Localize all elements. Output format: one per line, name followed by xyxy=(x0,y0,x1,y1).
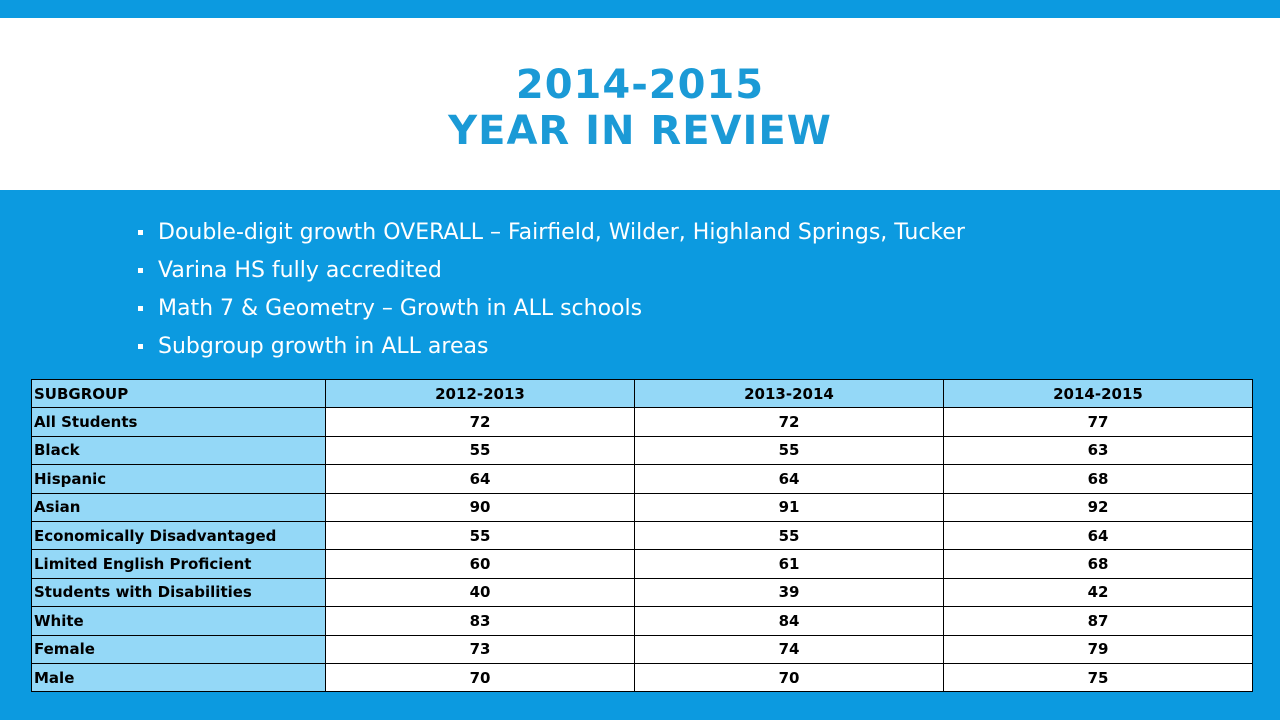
row-label: All Students xyxy=(31,407,326,437)
cell-value: 64 xyxy=(943,520,1253,551)
cell-value: 72 xyxy=(325,407,635,437)
cell-value: 55 xyxy=(325,435,635,466)
table-header-row: SUBGROUP 2012-2013 2013-2014 2014-2015 xyxy=(31,378,1253,409)
page-title-year: 2014-2015 xyxy=(515,62,765,108)
bullet-item: Subgroup growth in ALL areas xyxy=(138,328,965,366)
cell-value: 77 xyxy=(943,407,1253,437)
table-row: Limited English Proficient 60 61 68 xyxy=(31,549,1253,579)
cell-value: 74 xyxy=(634,634,944,664)
cell-value: 61 xyxy=(634,549,944,579)
table-row: Hispanic 64 64 68 xyxy=(31,464,1253,494)
table-row: Economically Disadvantaged 55 55 64 xyxy=(31,520,1253,551)
table-row: Students with Disabilities 40 39 42 xyxy=(31,577,1253,608)
bullet-list: Double-digit growth OVERALL – Fairfield,… xyxy=(138,214,965,366)
table-row: Black 55 55 63 xyxy=(31,435,1253,466)
page-title: YEAR IN REVIEW xyxy=(448,108,832,154)
bullet-item: Math 7 & Geometry – Growth in ALL school… xyxy=(138,290,965,328)
table-row: Female 73 74 79 xyxy=(31,634,1253,664)
subgroup-table: SUBGROUP 2012-2013 2013-2014 2014-2015 A… xyxy=(31,378,1253,693)
cell-value: 40 xyxy=(325,577,635,608)
cell-value: 84 xyxy=(634,606,944,636)
table-row: Asian 90 91 92 xyxy=(31,492,1253,522)
column-header-subgroup: SUBGROUP xyxy=(31,378,326,409)
bullet-icon xyxy=(138,344,143,349)
column-header-2014-2015: 2014-2015 xyxy=(943,378,1253,409)
cell-value: 60 xyxy=(325,549,635,579)
cell-value: 79 xyxy=(943,634,1253,664)
cell-value: 68 xyxy=(943,464,1253,494)
cell-value: 64 xyxy=(325,464,635,494)
bullet-icon xyxy=(138,230,143,235)
row-label: Hispanic xyxy=(31,464,326,494)
cell-value: 75 xyxy=(943,662,1253,693)
row-label: Male xyxy=(31,662,326,693)
cell-value: 72 xyxy=(634,407,944,437)
bullet-icon xyxy=(138,306,143,311)
row-label: Economically Disadvantaged xyxy=(31,520,326,551)
cell-value: 55 xyxy=(634,520,944,551)
bullet-text: Math 7 & Geometry – Growth in ALL school… xyxy=(158,296,643,321)
cell-value: 42 xyxy=(943,577,1253,608)
bullet-text: Varina HS fully accredited xyxy=(158,258,442,283)
row-label: Limited English Proficient xyxy=(31,549,326,579)
row-label: Female xyxy=(31,634,326,664)
cell-value: 83 xyxy=(325,606,635,636)
row-label: Black xyxy=(31,435,326,466)
cell-value: 87 xyxy=(943,606,1253,636)
cell-value: 70 xyxy=(325,662,635,693)
cell-value: 70 xyxy=(634,662,944,693)
cell-value: 90 xyxy=(325,492,635,522)
cell-value: 73 xyxy=(325,634,635,664)
column-header-2013-2014: 2013-2014 xyxy=(634,378,944,409)
cell-value: 39 xyxy=(634,577,944,608)
cell-value: 91 xyxy=(634,492,944,522)
table-row: All Students 72 72 77 xyxy=(31,407,1253,437)
title-band: 2014-2015 YEAR IN REVIEW xyxy=(0,18,1280,190)
table-row: White 83 84 87 xyxy=(31,606,1253,636)
column-header-2012-2013: 2012-2013 xyxy=(325,378,635,409)
row-label: White xyxy=(31,606,326,636)
cell-value: 63 xyxy=(943,435,1253,466)
cell-value: 92 xyxy=(943,492,1253,522)
cell-value: 68 xyxy=(943,549,1253,579)
bullet-text: Double-digit growth OVERALL – Fairfield,… xyxy=(158,220,965,245)
cell-value: 55 xyxy=(325,520,635,551)
bullet-icon xyxy=(138,268,143,273)
cell-value: 55 xyxy=(634,435,944,466)
top-accent-strip xyxy=(0,0,1280,18)
bullet-text: Subgroup growth in ALL areas xyxy=(158,334,489,359)
cell-value: 64 xyxy=(634,464,944,494)
row-label: Students with Disabilities xyxy=(31,577,326,608)
bullet-item: Double-digit growth OVERALL – Fairfield,… xyxy=(138,214,965,252)
row-label: Asian xyxy=(31,492,326,522)
bullet-item: Varina HS fully accredited xyxy=(138,252,965,290)
table-row: Male 70 70 75 xyxy=(31,662,1253,693)
